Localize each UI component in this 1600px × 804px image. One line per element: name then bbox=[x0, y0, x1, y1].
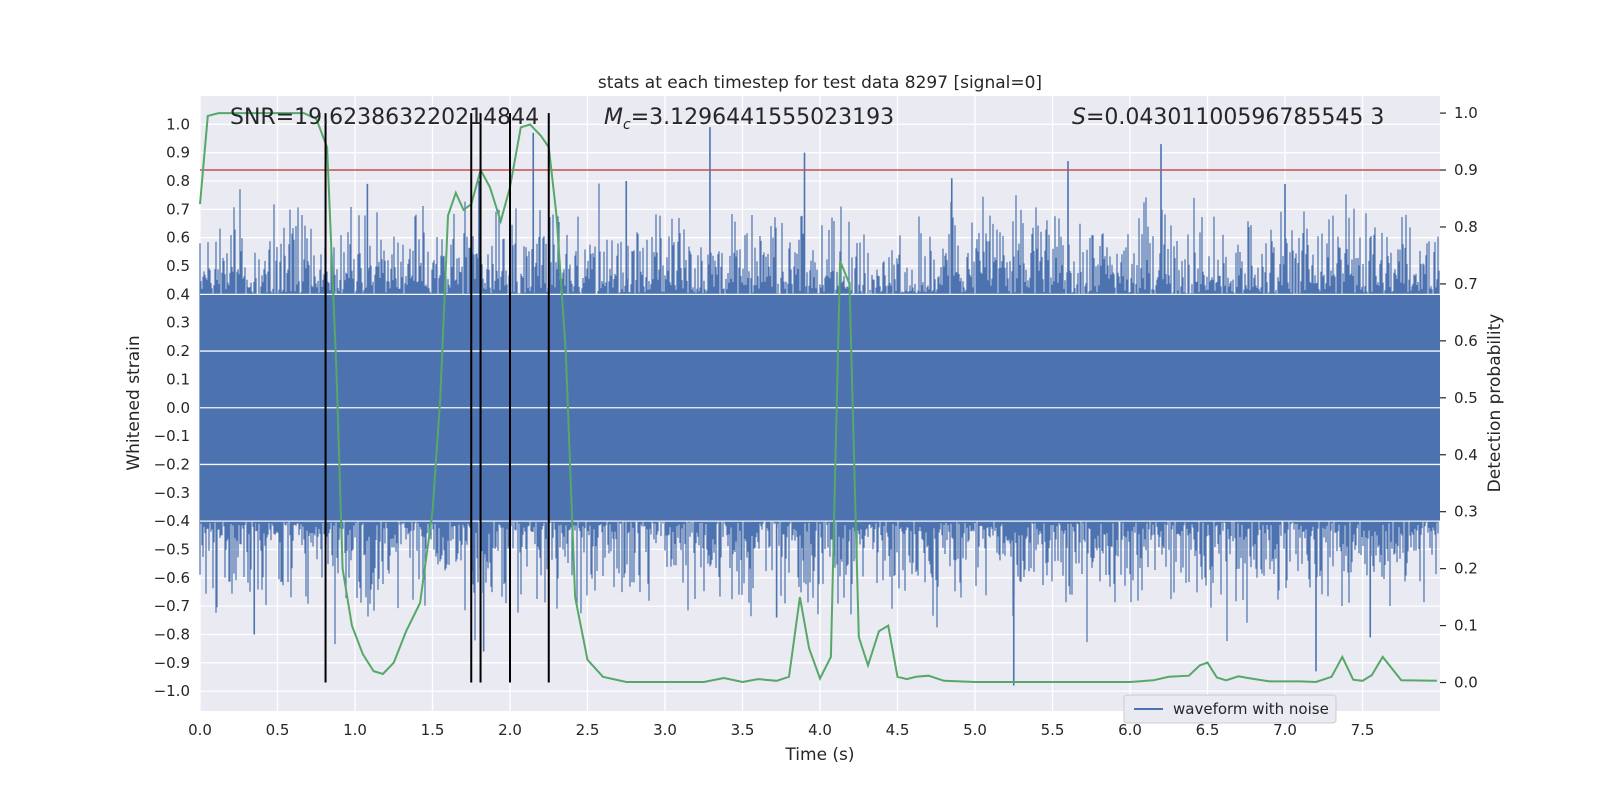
y-tick-label-left: −0.9 bbox=[154, 654, 190, 672]
x-tick-label: 7.0 bbox=[1273, 721, 1297, 739]
y-tick-label-left: −0.7 bbox=[154, 597, 190, 615]
x-tick-label: 0.0 bbox=[188, 721, 212, 739]
y-tick-label-right: 0.8 bbox=[1454, 218, 1478, 236]
y-tick-label-right: 0.9 bbox=[1454, 161, 1478, 179]
x-tick-label: 2.5 bbox=[576, 721, 600, 739]
y-tick-label-right: 1.0 bbox=[1454, 104, 1478, 122]
x-axis-label: Time (s) bbox=[784, 745, 854, 765]
legend: waveform with noise bbox=[1123, 694, 1337, 724]
s-annotation: S=0.04301100596785545 3 bbox=[1072, 105, 1384, 130]
y-tick-label-left: −1.0 bbox=[154, 682, 190, 700]
right-axis: 0.0 0.1 0.2 0.3 0.4 0.5 0.6 0.7 0.8 0.9 1.0 bbox=[1440, 104, 1478, 692]
y-tick-label-right: 0.0 bbox=[1454, 674, 1478, 692]
x-tick-label: 2.0 bbox=[498, 721, 522, 739]
x-tick-label: 6.5 bbox=[1196, 721, 1220, 739]
x-tick-label: 1.5 bbox=[421, 721, 445, 739]
y-tick-label-left: 0.9 bbox=[166, 144, 190, 162]
legend-label-waveform: waveform with noise bbox=[1173, 700, 1329, 718]
y-tick-label-left: −0.5 bbox=[154, 540, 190, 558]
y-tick-label-left: 0.7 bbox=[166, 200, 190, 218]
y-tick-label-right: 0.3 bbox=[1454, 503, 1478, 521]
x-tick-label: 4.0 bbox=[808, 721, 832, 739]
chirp-mass-annotation: Mc=3.1296441555023193 bbox=[604, 105, 894, 133]
y-tick-label-left: 0.4 bbox=[166, 285, 190, 303]
y-tick-label-left: 0.8 bbox=[166, 172, 190, 190]
y-tick-label-right: 0.1 bbox=[1454, 617, 1478, 635]
x-tick-label: 4.5 bbox=[886, 721, 910, 739]
y-tick-label-right: 0.2 bbox=[1454, 560, 1478, 578]
x-tick-label: 5.0 bbox=[963, 721, 987, 739]
y-tick-label-left: 0.3 bbox=[166, 314, 190, 332]
y-tick-label-right: 0.4 bbox=[1454, 446, 1478, 464]
x-tick-label: 5.5 bbox=[1041, 721, 1065, 739]
y-tick-label-right: 0.6 bbox=[1454, 332, 1478, 350]
y-tick-label-right: 0.5 bbox=[1454, 389, 1478, 407]
x-tick-label: 1.0 bbox=[343, 721, 367, 739]
y-tick-label-left: 0.2 bbox=[166, 342, 190, 360]
x-tick-label: 3.0 bbox=[653, 721, 677, 739]
y-tick-label-left: 0.5 bbox=[166, 257, 190, 275]
detection-probability-line bbox=[199, 112, 1437, 684]
x-axis: 0.0 0.5 1.0 1.5 2.0 2.5 3.0 3.5 4.0 4.5 5.0 5.5 6.0 6… bbox=[188, 721, 1374, 739]
y-tick-label-left: 1.0 bbox=[166, 115, 190, 133]
x-tick-label: 6.0 bbox=[1118, 721, 1142, 739]
y-tick-label-left: −0.6 bbox=[154, 569, 190, 587]
y-tick-label-left: 0.0 bbox=[166, 399, 190, 417]
y-tick-label-left: −0.8 bbox=[154, 625, 190, 643]
x-tick-label: 0.5 bbox=[266, 721, 290, 739]
y-tick-label-right: 0.7 bbox=[1454, 275, 1478, 293]
snr-annotation: SNR=19.623863220214844 bbox=[230, 105, 539, 130]
y-tick-label-left: −0.2 bbox=[154, 455, 190, 473]
x-tick-label: 3.5 bbox=[731, 721, 755, 739]
overlay-series bbox=[199, 112, 1440, 684]
y-axis-label-left: Whitened strain bbox=[124, 335, 144, 470]
left-axis: −1.0 −0.9 −0.8 −0.7 −0.6 −0.5 −0.4 −0.3 −0.2 −0.1… bbox=[154, 115, 190, 700]
y-tick-label-left: 0.1 bbox=[166, 370, 190, 388]
waveform-series bbox=[199, 127, 1440, 686]
chart-title: stats at each timestep for test data 829… bbox=[598, 73, 1042, 93]
x-tick-label: 7.5 bbox=[1351, 721, 1375, 739]
y-tick-label-left: −0.4 bbox=[154, 512, 190, 530]
y-tick-label-left: −0.1 bbox=[154, 427, 190, 445]
y-tick-label-left: 0.6 bbox=[166, 229, 190, 247]
y-axis-label-right: Detection probability bbox=[1485, 314, 1505, 493]
legend-box bbox=[1123, 694, 1337, 724]
y-tick-label-left: −0.3 bbox=[154, 484, 190, 502]
